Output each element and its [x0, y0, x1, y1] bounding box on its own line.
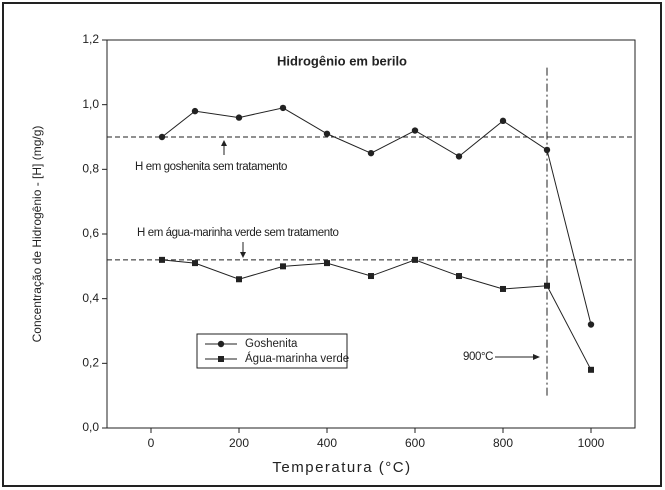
point: [280, 263, 286, 270]
point: [411, 127, 419, 134]
point: [456, 273, 462, 280]
arrow-head: [221, 140, 227, 146]
y-axis-label: Concentração de Hidrogênio - [H] (mg/g): [30, 126, 44, 343]
point: [499, 117, 507, 125]
y-tick-label: 0,8: [82, 162, 99, 176]
series-line: [161, 107, 592, 325]
point: [588, 366, 594, 373]
x-tick-label: 400: [317, 436, 337, 450]
y-tick-label: 0,2: [82, 356, 99, 370]
point: [544, 282, 550, 289]
point: [412, 256, 418, 263]
point: [191, 107, 199, 115]
annotation: H em água-marinha verde sem tratamento: [137, 227, 338, 239]
point: [236, 276, 242, 283]
legend-label: Goshenita: [245, 338, 298, 350]
y-tick-label: 0,4: [82, 291, 99, 305]
point: [192, 260, 198, 267]
annotation: 900°C: [463, 351, 493, 363]
point: [368, 273, 374, 280]
legend-label: Água-marinha verde: [245, 352, 349, 365]
y-tick-label: 0,0: [82, 420, 99, 434]
point: [455, 153, 463, 160]
x-axis-label: Temperatura (°C): [272, 459, 411, 476]
x-tick-label: 800: [493, 436, 513, 450]
x-tick-label: 600: [405, 436, 425, 450]
x-tick-label: 1000: [578, 436, 605, 450]
point: [500, 285, 506, 292]
annotation: H em goshenita sem tratamento: [135, 161, 287, 173]
point: [543, 146, 551, 154]
legend-marker: [217, 340, 225, 348]
arrow-head: [533, 354, 540, 360]
y-tick-label: 1,2: [82, 32, 99, 46]
y-tick-label: 1,0: [82, 97, 99, 111]
point: [158, 133, 166, 141]
point: [323, 130, 331, 137]
point: [279, 104, 287, 112]
legend-box: [196, 333, 348, 369]
point: [159, 256, 165, 263]
x-tick-label: 200: [229, 436, 249, 450]
x-tick-label: 0: [148, 436, 155, 450]
point: [235, 114, 243, 121]
point: [367, 149, 375, 157]
point: [324, 260, 330, 267]
arrow-head: [240, 252, 246, 258]
y-tick-label: 0,6: [82, 226, 99, 240]
point: [587, 321, 595, 328]
legend-marker: [218, 356, 224, 362]
chart-title: Hidrogênio em berilo: [277, 53, 407, 68]
